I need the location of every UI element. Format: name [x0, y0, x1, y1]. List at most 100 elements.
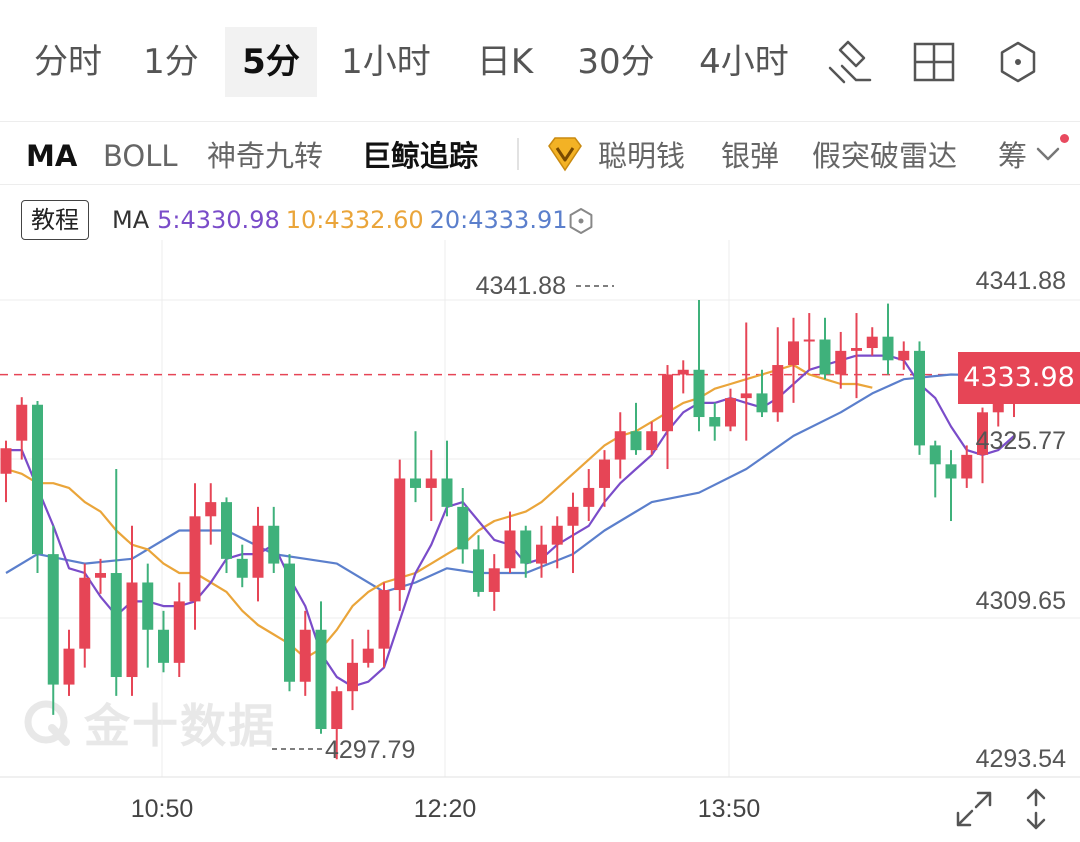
candle-body — [740, 393, 752, 399]
diamond-icon — [545, 134, 585, 174]
ma20-value: 20:4333.91 — [429, 206, 568, 234]
candle-body — [599, 459, 610, 488]
tutorial-button[interactable]: 教程 — [21, 200, 89, 240]
timeframe-tab-1min[interactable]: 1分 — [143, 42, 199, 82]
candle-body — [835, 350, 847, 375]
candle-body — [110, 573, 122, 678]
candle-body — [851, 348, 862, 351]
candle-body — [504, 530, 516, 569]
candle-body — [63, 648, 75, 685]
candle-body — [725, 398, 736, 427]
y-tick-label: 4325.77 — [976, 427, 1066, 455]
watermark-logo-icon — [22, 698, 74, 750]
candle-body — [79, 577, 91, 649]
candle-body — [646, 431, 658, 451]
candle-body — [221, 502, 232, 559]
settings-hexagon-icon[interactable] — [994, 38, 1042, 86]
ma10-value: 10:4332.60 — [285, 206, 424, 234]
candle-body — [882, 336, 894, 361]
candle-body — [410, 478, 421, 488]
candle-body — [914, 350, 925, 446]
candle-body — [945, 464, 957, 479]
x-tick-label: 10:50 — [131, 795, 194, 823]
candle-body — [756, 393, 768, 413]
indicator-tab-boll[interactable]: BOLL — [103, 139, 178, 173]
candle-body — [252, 525, 264, 578]
candle-body — [268, 525, 280, 564]
candle-body — [284, 563, 295, 682]
timeframe-tab-1hour[interactable]: 1小时 — [341, 42, 431, 82]
timeframe-tab-5min[interactable]: 5分 — [225, 27, 317, 97]
high-price-label: 4341.88 — [476, 272, 566, 300]
candle-body — [929, 445, 941, 465]
candle-body — [189, 516, 201, 602]
candle-body — [142, 582, 154, 630]
candle-body — [378, 590, 390, 649]
divider — [0, 121, 1080, 122]
candle-body — [693, 369, 705, 418]
indicator-tab-nine-turn[interactable]: 神奇九转 — [207, 139, 324, 173]
candle-body — [662, 374, 673, 432]
layout-grid-icon[interactable] — [910, 38, 958, 86]
notification-dot — [1060, 134, 1069, 143]
candle-body — [520, 530, 532, 564]
ma-settings-icon[interactable] — [566, 206, 596, 236]
candle-body — [772, 365, 784, 413]
candlestick-chart[interactable]: 4341.88 4325.77 4309.65 4293.54 10:50 12:20 13… — [0, 240, 1080, 842]
candle-body — [992, 402, 1004, 413]
candle-body — [898, 350, 910, 361]
chevron-down-icon[interactable] — [1034, 140, 1062, 168]
draw-tool-icon[interactable] — [826, 38, 874, 86]
candle-body — [299, 629, 311, 682]
candle-body — [709, 417, 721, 427]
watermark: 金十数据 — [22, 690, 276, 756]
current-price-tag: 4333.98 — [958, 352, 1080, 404]
candle-body — [961, 454, 973, 479]
y-tick-label: 4293.54 — [976, 745, 1066, 773]
timeframe-tab-4hour[interactable]: 4小时 — [699, 42, 789, 82]
candle-body — [47, 554, 59, 685]
candle-body — [551, 525, 563, 545]
y-tick-label: 4341.88 — [976, 267, 1066, 295]
candle-body — [614, 431, 626, 460]
indicator-tab-smart-money[interactable]: 聪明钱 — [598, 139, 686, 173]
indicator-tab-false-breakout-radar[interactable]: 假突破雷达 — [812, 139, 958, 173]
indicator-tab-silver-bullet[interactable]: 银弹 — [721, 139, 780, 173]
candle-body — [362, 648, 374, 663]
candle-body — [473, 549, 484, 592]
timeframe-tab-30min[interactable]: 30分 — [577, 42, 655, 82]
timeframe-tab-daily-k[interactable]: 日K — [476, 42, 534, 82]
candle-body — [158, 629, 169, 663]
candle-body — [536, 544, 547, 564]
fullscreen-expand-icon[interactable] — [952, 787, 996, 831]
candle-body — [236, 558, 248, 578]
y-tick-label: 4309.65 — [976, 587, 1066, 615]
candle-body — [315, 629, 327, 730]
candle-body — [441, 478, 453, 507]
candle-body — [803, 339, 815, 342]
candle-body — [425, 478, 437, 488]
timeframe-tab-fenshi[interactable]: 分时 — [34, 42, 102, 82]
ma-label: MA — [112, 206, 150, 234]
candle-body — [0, 448, 12, 474]
candle-body — [347, 662, 358, 692]
candle-body — [819, 339, 831, 375]
timeframe-bar: 分时 1分 5分 1小时 日K 30分 4小时 — [0, 0, 1080, 122]
watermark-text: 金十数据 — [84, 699, 276, 753]
x-tick-label: 12:20 — [414, 795, 477, 823]
candle-body — [394, 478, 406, 591]
ma10-line — [5, 363, 873, 660]
vertical-resize-icon[interactable] — [1014, 787, 1058, 831]
candle-body — [126, 582, 138, 678]
low-price-label: 4297.79 — [325, 736, 415, 764]
indicator-tab-whale-tracking[interactable]: 巨鲸追踪 — [362, 139, 479, 173]
candle-body — [788, 341, 799, 366]
candle-body — [630, 431, 642, 451]
ma5-value: 5:4330.98 — [157, 206, 280, 234]
indicator-tab-ma[interactable]: MA — [26, 139, 78, 173]
candle-body — [95, 573, 106, 578]
candle-body — [583, 487, 595, 507]
candle-body — [16, 404, 28, 441]
candle-body — [173, 601, 185, 663]
indicator-tab-chips[interactable]: 筹 — [998, 139, 1028, 173]
